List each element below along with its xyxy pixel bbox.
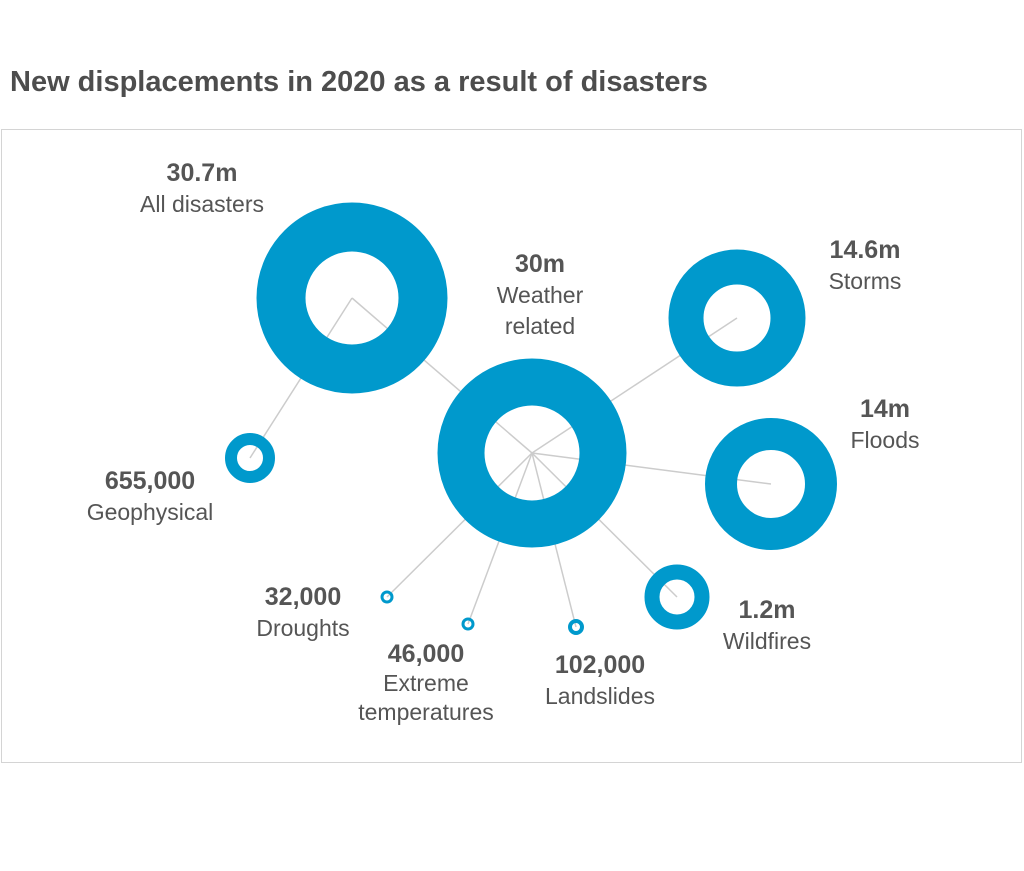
label-weather-related: 30m Weather related	[470, 249, 610, 342]
value-extreme-temperatures: 46,000	[387, 640, 465, 668]
value-landslides: 102,000	[554, 651, 646, 679]
name-weather-line2: related	[504, 313, 576, 339]
diagram-frame	[1, 129, 1022, 763]
value-floods: 14m	[859, 395, 911, 423]
name-geophysical: Geophysical	[86, 499, 214, 525]
name-droughts: Droughts	[256, 615, 350, 641]
ring-extreme-temperatures	[461, 617, 475, 631]
value-weather-related: 30m	[514, 250, 566, 278]
ring-wildfires	[644, 564, 710, 630]
ring-droughts	[380, 590, 394, 604]
ring-all-disasters	[256, 202, 448, 394]
value-wildfires: 1.2m	[738, 596, 796, 624]
label-droughts: 32,000 Droughts	[238, 582, 368, 644]
ring-weather-related	[437, 358, 627, 548]
name-extreme-line2: temperatures	[358, 699, 494, 725]
value-geophysical: 655,000	[104, 467, 196, 495]
label-landslides: 102,000 Landslides	[530, 650, 670, 712]
label-geophysical: 655,000 Geophysical	[70, 466, 230, 528]
label-extreme-temperatures: 46,000 Extreme temperatures	[336, 640, 516, 727]
connector-weather-wildfires	[531, 452, 678, 598]
name-storms: Storms	[828, 268, 902, 294]
label-storms: 14.6m Storms	[810, 235, 920, 297]
name-landslides: Landslides	[545, 683, 655, 709]
label-all-disasters: 30.7m All disasters	[122, 158, 282, 220]
label-floods: 14m Floods	[830, 394, 940, 456]
name-all-disasters: All disasters	[140, 191, 264, 217]
connectors	[249, 297, 772, 628]
connector-all-weather	[351, 297, 533, 454]
chart-title: New displacements in 2020 as a result of…	[10, 66, 708, 98]
value-droughts: 32,000	[264, 583, 342, 611]
ring-floods	[705, 418, 837, 550]
name-wildfires: Wildfires	[722, 628, 812, 654]
label-wildfires: 1.2m Wildfires	[707, 595, 827, 657]
ring-landslides	[568, 619, 584, 635]
name-weather-line1: Weather	[496, 282, 584, 308]
value-storms: 14.6m	[829, 236, 901, 264]
ring-storms	[668, 249, 806, 387]
name-extreme-line1: Extreme	[383, 670, 469, 696]
name-floods: Floods	[850, 427, 920, 453]
value-all-disasters: 30.7m	[166, 159, 238, 187]
ring-geophysical	[225, 433, 275, 483]
connector-weather-droughts	[386, 452, 533, 598]
